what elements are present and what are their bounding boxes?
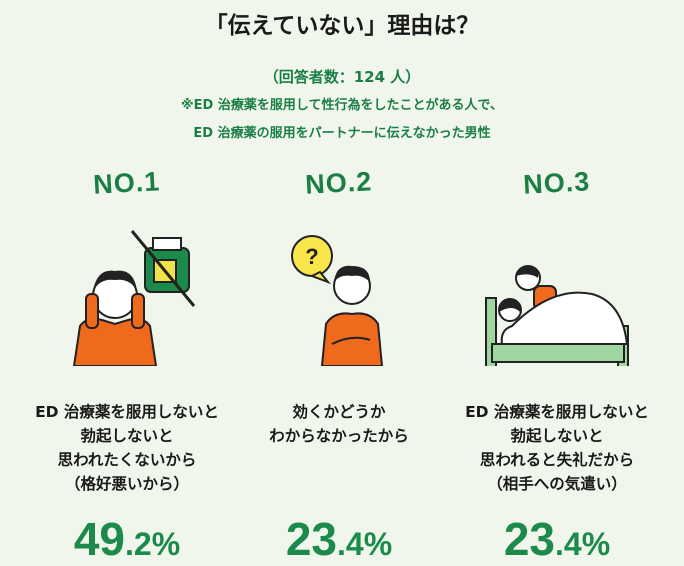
man-covering-ears-illustration xyxy=(12,216,242,367)
ranking-2: NO.2 ? 効くかどうか わからなかったから 23.4% xyxy=(224,166,454,566)
reason-text: ED 治療薬を服用しないと 勃起しないと 思われると失礼だから （相手への気遣い… xyxy=(442,400,672,510)
couple-in-bed-illustration xyxy=(442,216,672,379)
reason-line: 思われたくないから xyxy=(57,451,197,469)
reason-line: 思われると失礼だから xyxy=(479,451,635,469)
percent-integer: 23 xyxy=(285,513,338,565)
man-thinking-illustration: ? xyxy=(224,216,454,367)
reason-text: ED 治療薬を服用しないと 勃起しないと 思われたくないから （格好悪いから） xyxy=(12,400,242,510)
note-line-2: ED 治療薬の服用をパートナーに伝えなかった男性 xyxy=(193,126,491,141)
svg-text:?: ? xyxy=(305,244,318,269)
percent-decimal: .2% xyxy=(125,526,181,562)
rank-label: NO.3 xyxy=(522,166,591,200)
percent-integer: 23 xyxy=(503,513,556,565)
ranking-3: NO.3 ED 治療薬を服用しないと 勃起しないと 思われると失礼だから （相手… xyxy=(442,166,672,566)
respondent-count: （回答者数：124 人） xyxy=(263,68,421,86)
page-title: 「伝えていない」理由は？ xyxy=(204,13,480,39)
reason-line: ED 治療薬を服用しないと xyxy=(465,403,649,421)
rank-label: NO.2 xyxy=(304,166,373,200)
reason-line: （相手への気遣い） xyxy=(487,475,627,493)
note-line-1: ※ED 治療薬を服用して性行為をしたことがある人で、 xyxy=(181,98,503,113)
reason-line: わからなかったから xyxy=(269,427,409,445)
reason-text: 効くかどうか わからなかったから xyxy=(224,400,454,510)
reason-line: 勃起しないと xyxy=(510,427,604,445)
reason-line: 効くかどうか xyxy=(292,403,386,421)
pill-bottle-icon xyxy=(130,230,196,307)
percentage: 23.4% xyxy=(442,512,672,566)
ranking-1: NO.1 ED 治療薬を服用しないと 勃起しないと 思われたくないから （格好悪… xyxy=(12,166,242,566)
rank-label: NO.1 xyxy=(92,166,161,200)
percent-integer: 49 xyxy=(73,513,126,565)
question-bubble-icon: ? xyxy=(291,235,333,285)
percentage: 23.4% xyxy=(224,512,454,566)
percent-decimal: .4% xyxy=(555,526,611,562)
reason-line: 勃起しないと xyxy=(80,427,174,445)
reason-line: ED 治療薬を服用しないと xyxy=(35,403,219,421)
percentage: 49.2% xyxy=(12,512,242,566)
reason-line: （格好悪いから） xyxy=(64,475,189,493)
percent-decimal: .4% xyxy=(337,526,393,562)
